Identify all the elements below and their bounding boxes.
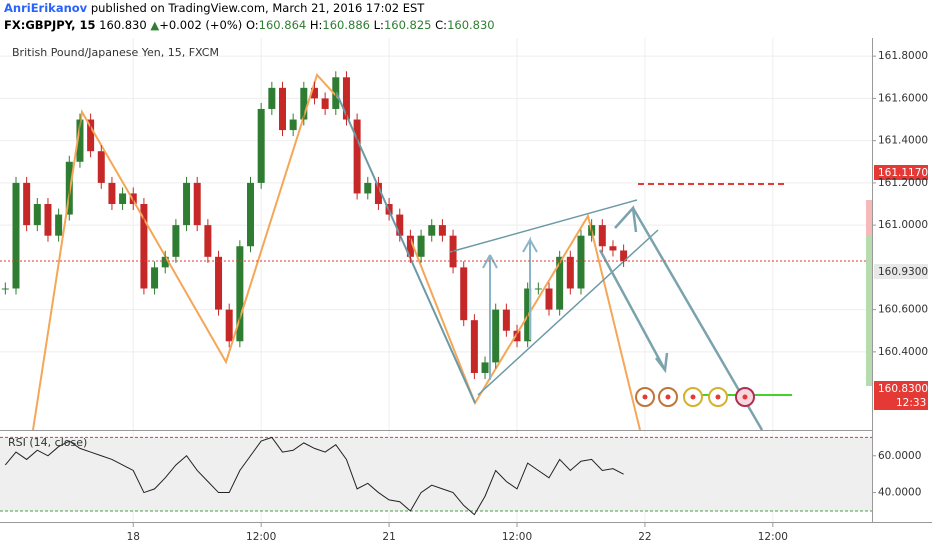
volume-bar xyxy=(866,200,872,236)
h: 160.886 xyxy=(322,18,370,32)
zigzag xyxy=(32,73,341,431)
l-label: L: xyxy=(373,18,384,32)
h-label: H: xyxy=(309,18,323,32)
x-tick-label: 12:00 xyxy=(758,531,788,543)
arrow-head xyxy=(529,239,538,253)
rsi-title: RSI (14, close) xyxy=(8,436,87,449)
arrow: ▲ xyxy=(150,18,160,32)
countdown: 12:33 xyxy=(896,397,926,409)
drawings xyxy=(0,73,872,431)
close-label: 160.8300 xyxy=(878,383,928,395)
arrow xyxy=(482,254,491,380)
published: published on TradingView.com, March 21, … xyxy=(90,1,425,15)
x-tick-label: 12:00 xyxy=(502,531,532,543)
c: 160.830 xyxy=(447,18,495,32)
level-tag xyxy=(874,165,928,180)
y-tick-label: 161.0000 xyxy=(878,219,928,231)
event-dot xyxy=(642,394,648,400)
trend-line xyxy=(335,91,476,404)
author[interactable]: AnriErikanov xyxy=(4,1,88,15)
y-tick-label: 161.6000 xyxy=(878,92,928,104)
publish-line: AnriErikanov published on TradingView.co… xyxy=(4,0,495,17)
c-label: C: xyxy=(435,18,448,32)
arrow-head xyxy=(614,205,638,233)
x-tick-label: 21 xyxy=(382,531,395,543)
grid xyxy=(0,38,872,522)
mark-tag xyxy=(874,264,928,279)
event-dot xyxy=(690,394,696,400)
y-tick-label: 160.6000 xyxy=(878,304,928,316)
quote-line: FX:GBPJPY, 15 160.830 ▲+0.002 (+0%) O:16… xyxy=(4,17,495,34)
y-tick-label: 40.0000 xyxy=(878,487,921,499)
change: +0.002 (+0%) xyxy=(159,18,243,32)
price-title: British Pound/Japanese Yen, 15, FXCM xyxy=(12,46,219,59)
y-tick-label: 161.4000 xyxy=(878,135,928,147)
symbol: FX:GBPJPY, 15 xyxy=(4,18,96,32)
y-tick-label: 160.4000 xyxy=(878,346,928,358)
mark-label: 160.9300 xyxy=(878,266,928,278)
close-tag xyxy=(874,381,928,410)
last: 160.830 xyxy=(99,18,147,32)
event-icons xyxy=(635,387,755,407)
x-tick-label: 22 xyxy=(638,531,651,543)
x-tick-label: 12:00 xyxy=(246,531,276,543)
volume-bar xyxy=(866,236,872,386)
arrow-head xyxy=(655,352,669,374)
channel-line xyxy=(477,229,659,396)
l: 160.825 xyxy=(383,18,432,32)
rsi-line xyxy=(4,436,624,516)
event-dot xyxy=(715,394,721,400)
x-tick-label: 18 xyxy=(127,531,140,543)
y-tick-label: 161.8000 xyxy=(878,50,928,62)
o: 160.864 xyxy=(258,18,307,32)
y-tick-label: 60.0000 xyxy=(878,450,921,462)
level-label: 161.1170 xyxy=(878,167,928,179)
rsi-band xyxy=(0,437,872,511)
header: AnriErikanov published on TradingView.co… xyxy=(4,0,495,34)
y-tick-label: 161.2000 xyxy=(878,177,928,189)
event-dot xyxy=(665,394,671,400)
channel-line xyxy=(449,199,638,253)
zigzag xyxy=(409,213,641,431)
event-dot xyxy=(742,394,748,400)
arrow xyxy=(598,249,667,371)
o-label: O: xyxy=(245,18,259,32)
